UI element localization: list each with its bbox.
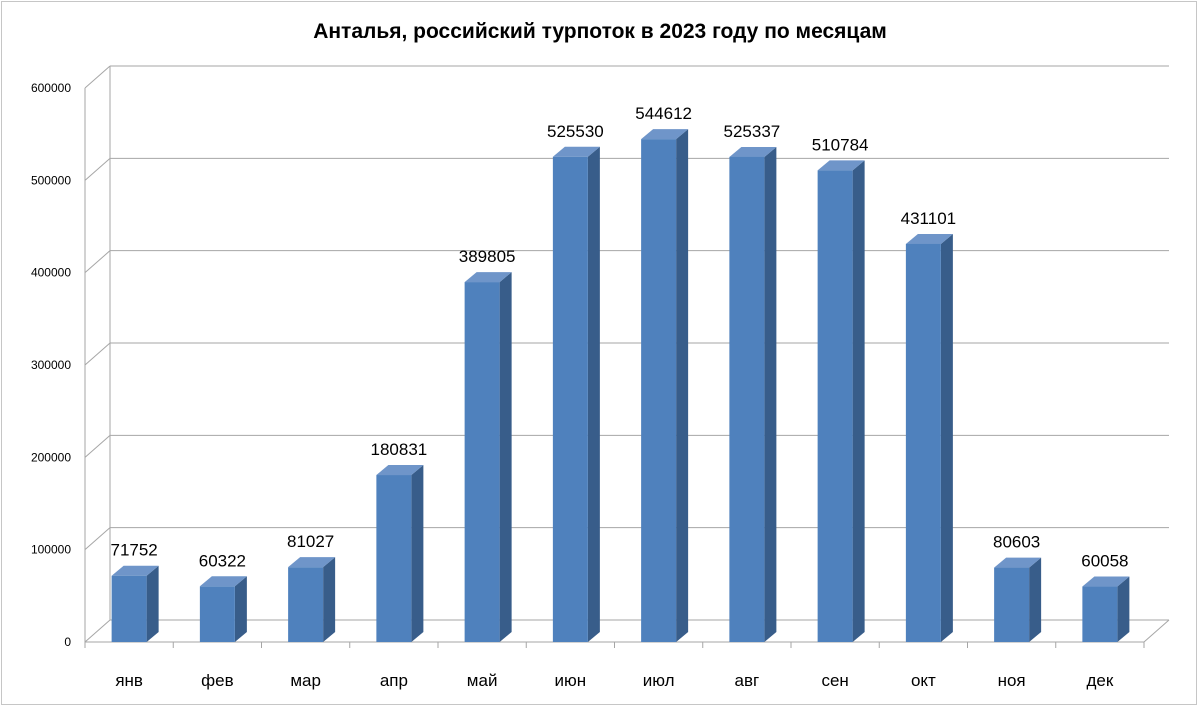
y-axis-ticks: 0 100000 200000 300000 400000 500000 600000 (31, 81, 71, 649)
bar-top (729, 146, 777, 157)
bar-top (552, 146, 600, 157)
x-category-label: июн (555, 671, 587, 690)
data-label: 544612 (635, 104, 692, 123)
x-category-label: окт (911, 671, 936, 690)
x-category-label: дек (1086, 671, 1113, 690)
data-label: 81027 (287, 532, 334, 551)
bar-front (817, 170, 853, 643)
bar-top (1082, 576, 1130, 587)
data-label: 431101 (901, 209, 956, 228)
x-axis-categories: янв фев мар апр май июн июл авг сен окт ноя дек (115, 671, 1114, 690)
bar-side (940, 233, 953, 642)
bar-top (199, 576, 247, 587)
gridline-depth (84, 157, 111, 181)
bar (199, 576, 247, 642)
bar (464, 272, 512, 642)
bar (376, 465, 424, 642)
bar-top (817, 160, 865, 171)
bar-front (1082, 586, 1118, 642)
gridlines (84, 65, 1170, 648)
bar (111, 565, 159, 642)
bar-front (111, 575, 147, 642)
data-label: 60322 (199, 551, 246, 570)
bar-side (852, 160, 865, 643)
bar-front (376, 475, 412, 642)
y-tick-label: 600000 (31, 81, 71, 95)
x-category-label: янв (115, 671, 143, 690)
data-labels: 71752 60322 81027 180831 389805 525530 544612 5… (110, 104, 1128, 570)
bar-top (905, 233, 953, 244)
bar-front (905, 243, 941, 642)
bar-top (111, 565, 159, 576)
data-label: 180831 (371, 440, 428, 459)
x-category-label: сен (821, 671, 848, 690)
bar (905, 233, 953, 642)
bar (641, 129, 689, 642)
bar-top (994, 557, 1042, 568)
bar (817, 160, 865, 643)
x-category-label: июл (643, 671, 675, 690)
bar (1082, 576, 1130, 642)
floor-depth-edge (1143, 619, 1170, 643)
bar-top (641, 129, 689, 140)
x-category-label: апр (380, 671, 408, 690)
bar-side (323, 557, 336, 642)
x-category-label: май (467, 671, 498, 690)
bar-front (641, 139, 677, 642)
bar-front (994, 567, 1030, 642)
bar-side (146, 565, 159, 642)
bar-side (1029, 557, 1042, 642)
x-category-label: авг (735, 671, 760, 690)
bar-side (499, 272, 512, 642)
bar-front (729, 156, 765, 642)
bar-front (199, 586, 235, 642)
data-label: 60058 (1081, 552, 1128, 571)
y-tick-label: 0 (64, 635, 71, 649)
x-category-label: мар (290, 671, 321, 690)
gridline-depth (84, 342, 111, 366)
data-label: 525337 (724, 122, 781, 141)
gridline-depth (84, 434, 111, 458)
x-category-label: ноя (998, 671, 1026, 690)
bars (111, 129, 1130, 643)
gridline-depth (84, 527, 111, 551)
bar-side (676, 129, 689, 642)
data-label: 71752 (110, 541, 157, 560)
bar-top (376, 465, 424, 476)
gridline-depth (84, 250, 111, 274)
y-tick-label: 300000 (31, 358, 71, 372)
x-category-label: фев (201, 671, 233, 690)
y-tick-label: 400000 (31, 266, 71, 280)
data-label: 80603 (993, 533, 1040, 552)
chart-title: Анталья, российский турпоток в 2023 году… (313, 20, 887, 43)
bar (288, 557, 336, 642)
bar-front (288, 567, 324, 642)
bar (552, 146, 600, 643)
data-label: 389805 (459, 247, 516, 266)
bar-side (764, 146, 777, 642)
bar (994, 557, 1042, 642)
bar-side (1117, 576, 1130, 642)
data-label: 510784 (812, 135, 869, 154)
bar-front (552, 156, 588, 643)
bar-side (234, 576, 247, 642)
gridline-depth (84, 65, 111, 89)
bar-top (464, 272, 512, 283)
gridline-depth (84, 619, 111, 643)
bar (729, 146, 777, 642)
data-label: 525530 (547, 122, 604, 141)
bar-side (411, 465, 424, 642)
y-tick-label: 100000 (31, 543, 71, 557)
bar-top (288, 557, 336, 568)
bar-front (464, 282, 500, 642)
y-tick-label: 500000 (31, 173, 71, 187)
y-tick-label: 200000 (31, 450, 71, 464)
bar-side (587, 146, 600, 643)
